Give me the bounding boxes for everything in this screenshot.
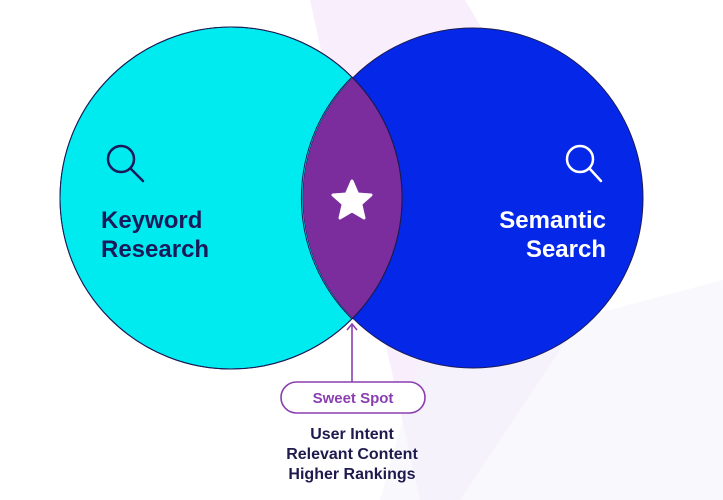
overlap-left-edge xyxy=(351,76,403,320)
search-icon xyxy=(565,144,603,183)
search-icon xyxy=(106,144,145,183)
benefit-item: Higher Rankings xyxy=(288,466,415,483)
arrow-up-icon xyxy=(346,322,358,382)
keyword-title-line2: Research xyxy=(101,236,209,263)
overlap-right-edge xyxy=(300,76,353,320)
sweet-spot-label: Sweet Spot xyxy=(313,390,394,407)
star-icon xyxy=(331,179,373,220)
sweet-spot-callout: Sweet Spot xyxy=(280,381,426,414)
semantic-title-line2: Search xyxy=(526,236,606,263)
keyword-title-line1: Keyword xyxy=(101,207,202,234)
semantic-title-line1: Semantic xyxy=(499,207,606,234)
background-stripe-lower xyxy=(380,280,723,500)
benefit-item: User Intent xyxy=(310,426,394,443)
benefit-item: Relevant Content xyxy=(286,446,418,463)
